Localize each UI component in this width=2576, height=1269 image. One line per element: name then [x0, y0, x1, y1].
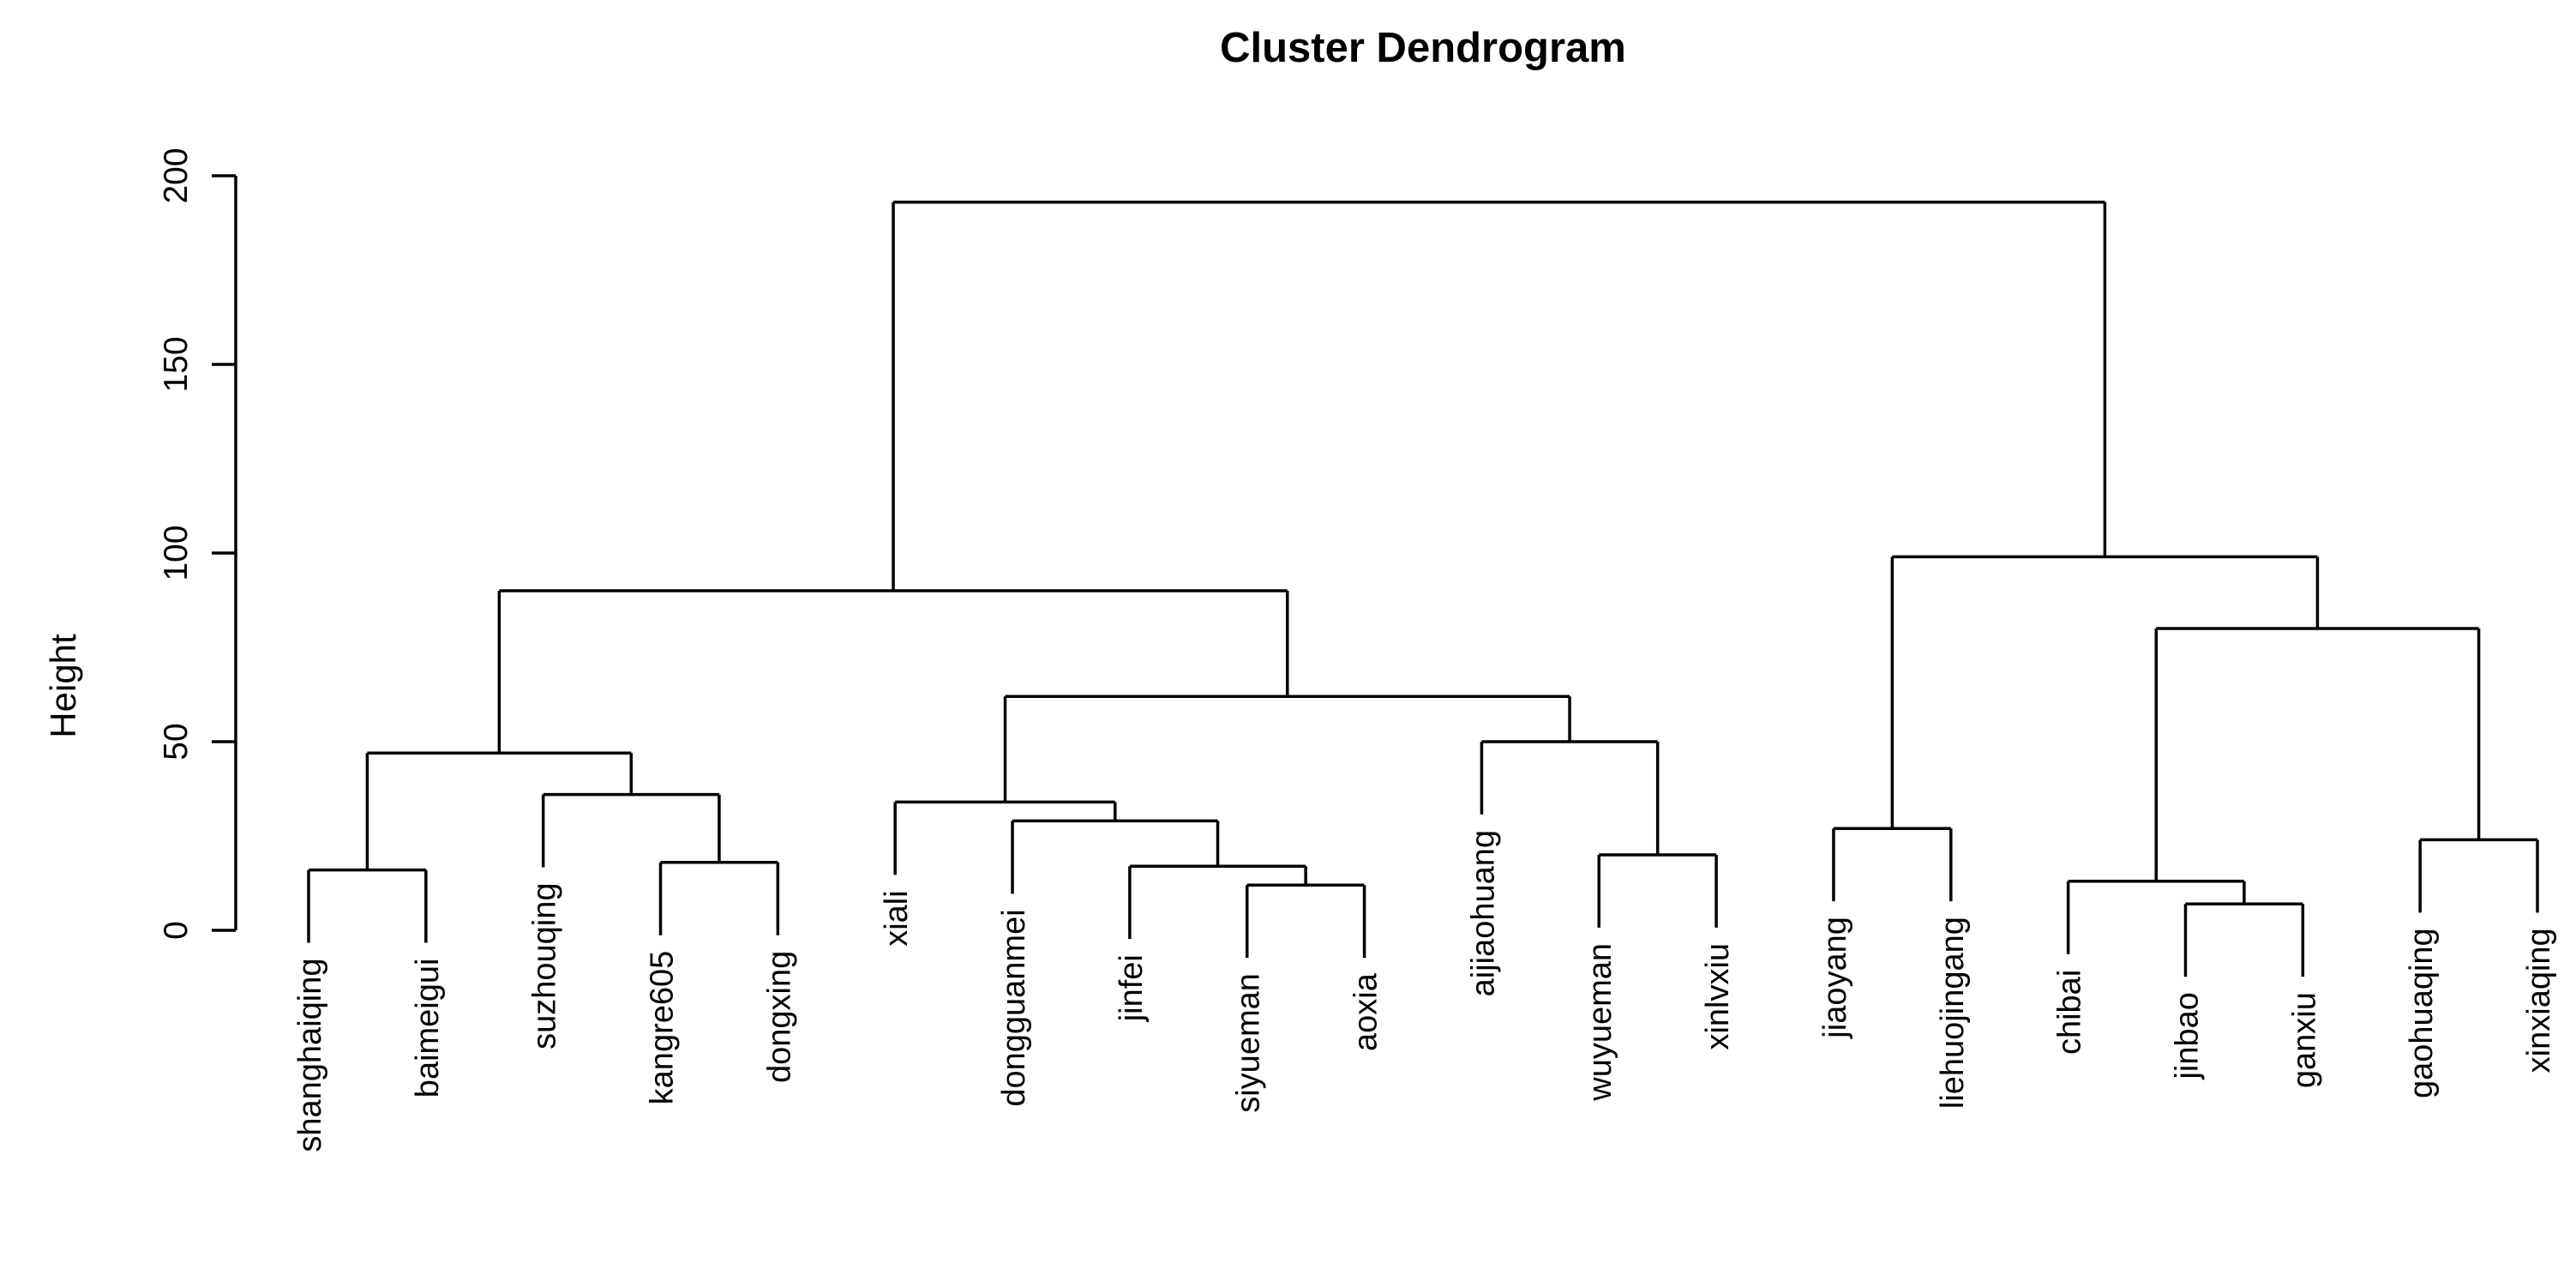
leaf-label: baimeigui — [410, 959, 446, 1098]
leaf-label: suzhouqing — [527, 883, 563, 1049]
leaf-label: aoxia — [1348, 972, 1384, 1051]
leaf-label: wuyueman — [1582, 943, 1618, 1102]
leaf-label: jinbao — [2169, 992, 2205, 1080]
leaf-label: jinfei — [1114, 954, 1150, 1022]
y-tick-label: 50 — [158, 723, 195, 760]
y-tick-label: 200 — [158, 147, 195, 203]
leaf-label: shanghaiqing — [292, 959, 328, 1152]
leaf-label: ganxiu — [2286, 992, 2322, 1088]
leaf-label: dongguanmei — [996, 909, 1032, 1106]
leaf-label: aijiaohuang — [1465, 830, 1501, 996]
leaf-label: liehuojingang — [1935, 917, 1971, 1109]
y-axis-title: Height — [43, 634, 83, 738]
leaf-label: xinlvxiu — [1700, 943, 1736, 1050]
leaf-label: gaohuaqing — [2404, 928, 2440, 1098]
leaf-label: xiali — [879, 890, 915, 946]
y-tick-label: 0 — [158, 921, 195, 940]
leaf-label: jiaoyang — [1817, 917, 1853, 1039]
y-tick-label: 150 — [158, 336, 195, 392]
leaf-label: kangre605 — [645, 951, 681, 1105]
y-tick-label: 100 — [158, 525, 195, 580]
chart-title: Cluster Dendrogram — [1220, 25, 1626, 71]
leaf-label: chibai — [2052, 970, 2088, 1055]
leaf-label: dongxing — [761, 951, 797, 1083]
leaf-label: siyueman — [1231, 973, 1267, 1113]
leaf-label: xinxiaqing — [2521, 928, 2557, 1073]
